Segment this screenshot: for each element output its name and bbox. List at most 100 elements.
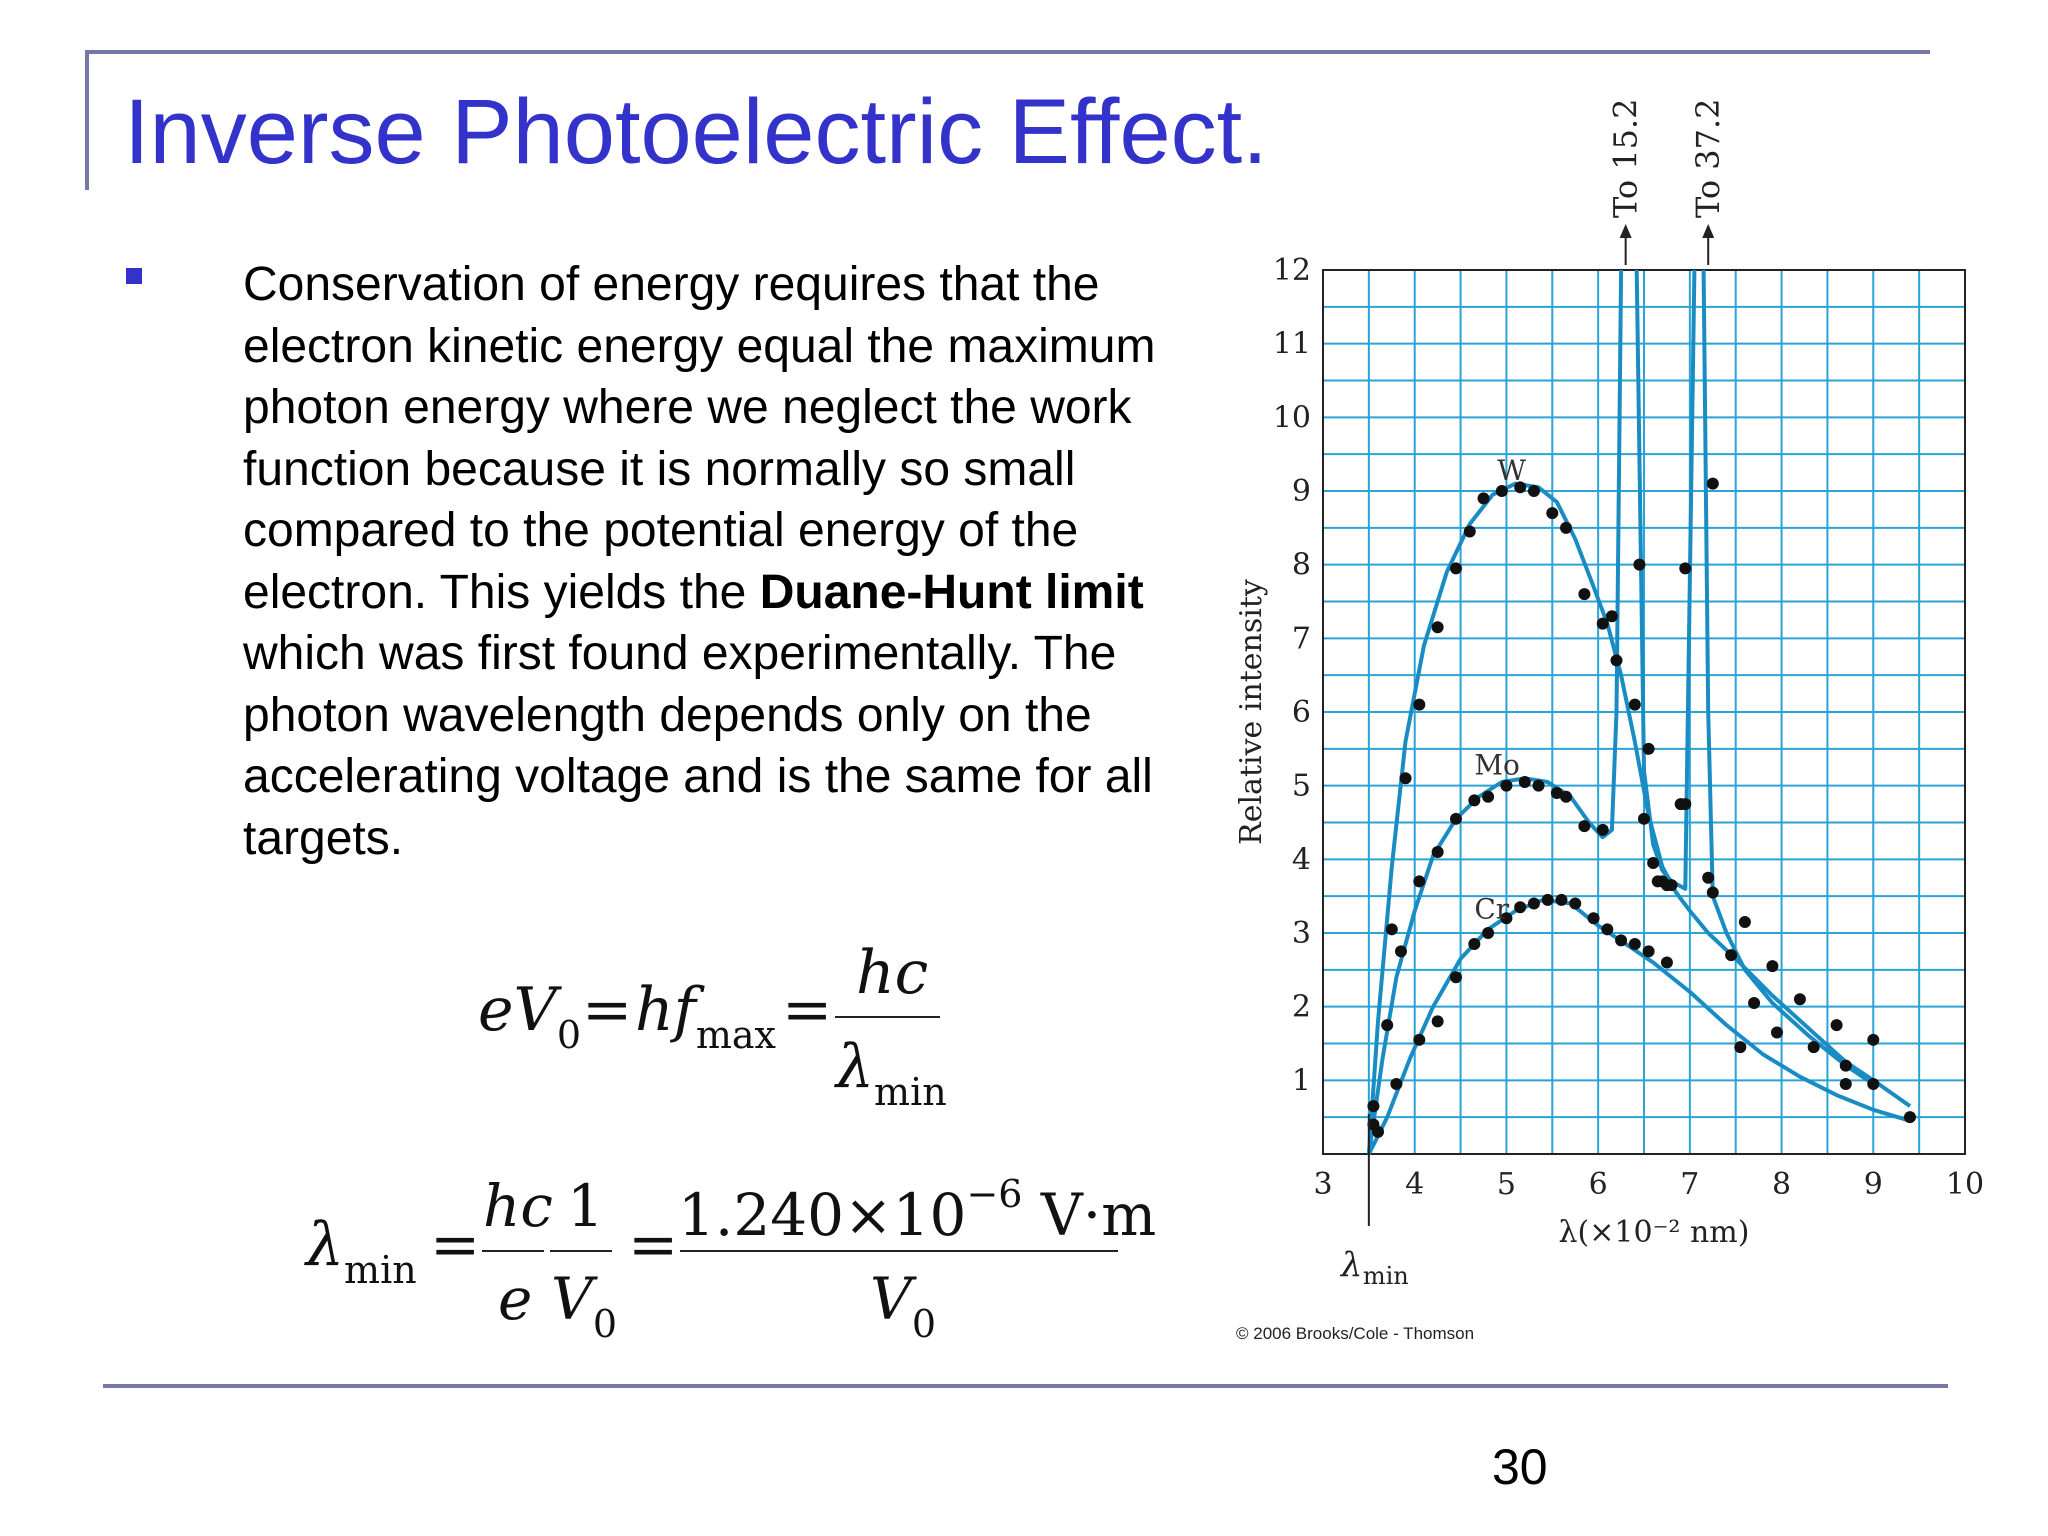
data-point-w bbox=[1431, 621, 1444, 634]
curve-mo bbox=[1634, 269, 1697, 891]
eq2-lhs: λmin bbox=[306, 1210, 417, 1292]
data-point-mo bbox=[1381, 1019, 1394, 1032]
data-point-mo bbox=[1807, 1041, 1820, 1054]
data-point-w bbox=[1413, 698, 1426, 711]
data-point-mo bbox=[1578, 820, 1591, 833]
data-point-cr bbox=[1431, 1015, 1444, 1028]
data-point-w bbox=[1605, 610, 1618, 623]
chart-labels: λ(×10⁻² nm) Relative intensity W Mo Cr To 15.… bbox=[1234, 98, 1749, 1290]
data-point-mo bbox=[1679, 562, 1692, 575]
data-point-w bbox=[1399, 772, 1412, 785]
eq2-f3-bar bbox=[680, 1250, 1118, 1252]
y-tick-label: 6 bbox=[1292, 695, 1311, 730]
annotation-to-37: To 37.2 bbox=[1689, 98, 1727, 218]
x-tick-label: 7 bbox=[1680, 1167, 1699, 1202]
eq2-f3-denominator: V0 bbox=[870, 1265, 937, 1346]
eq2-f1-numerator: hc bbox=[483, 1172, 553, 1240]
chart-plot-frame bbox=[1322, 269, 1966, 1155]
data-point-mo bbox=[1550, 787, 1563, 800]
data-point-w bbox=[1463, 525, 1476, 538]
eq1-fraction-bar bbox=[835, 1016, 940, 1018]
data-point-cr bbox=[1527, 897, 1540, 910]
data-point-w bbox=[1527, 485, 1540, 497]
data-point-mo bbox=[1482, 790, 1495, 803]
series-label-cr: Cr bbox=[1474, 892, 1509, 925]
data-point-cr bbox=[1734, 1041, 1747, 1054]
data-point-mo bbox=[1665, 879, 1678, 892]
data-point-mo bbox=[1633, 558, 1646, 571]
body-text-part1: Conservation of energy requires that the… bbox=[243, 258, 1156, 619]
x-tick-label: 4 bbox=[1405, 1167, 1424, 1202]
data-point-cr bbox=[1541, 893, 1554, 906]
data-point-cr bbox=[1615, 934, 1628, 947]
eq2-f2-denominator: V0 bbox=[551, 1265, 618, 1346]
curve-mo bbox=[1701, 269, 1875, 1086]
y-axis-label: Relative intensity bbox=[1234, 579, 1269, 845]
eq2-equals-b: = bbox=[628, 1210, 679, 1280]
bullet-square-icon bbox=[126, 268, 142, 284]
slide-title: Inverse Photoelectric Effect. bbox=[124, 81, 1268, 183]
data-point-mo bbox=[1413, 875, 1426, 888]
eq2-equals-a: = bbox=[430, 1210, 481, 1280]
data-point-w bbox=[1793, 993, 1806, 1006]
x-tick-label: 5 bbox=[1497, 1167, 1516, 1202]
data-point-mo bbox=[1770, 1026, 1783, 1039]
arrow-up-icon bbox=[1702, 224, 1715, 238]
data-point-mo bbox=[1748, 996, 1761, 1009]
data-point-w bbox=[1578, 588, 1591, 601]
x-tick-label: 10 bbox=[1946, 1167, 1984, 1202]
data-point-w bbox=[1702, 871, 1715, 884]
eq1-equals-a: = bbox=[582, 975, 633, 1045]
eq2-f1-bar bbox=[482, 1250, 544, 1252]
data-point-mo bbox=[1449, 812, 1462, 825]
data-point-w bbox=[1830, 1019, 1843, 1032]
body-text-bold: Duane-Hunt limit bbox=[759, 565, 1144, 619]
eq1-equals-b: = bbox=[782, 975, 833, 1045]
x-tick-label: 3 bbox=[1313, 1167, 1332, 1202]
data-point-w bbox=[1596, 617, 1609, 630]
data-point-w bbox=[1546, 507, 1559, 520]
y-tick-label: 7 bbox=[1292, 621, 1311, 656]
series-label-mo: Mo bbox=[1474, 749, 1520, 782]
annotation-to-15: To 15.2 bbox=[1607, 98, 1645, 218]
top-rule bbox=[85, 50, 1930, 54]
left-rule bbox=[85, 50, 89, 190]
data-point-mo bbox=[1867, 1078, 1880, 1091]
eq2-f3-numerator: 1.240×10−6 V·m bbox=[678, 1172, 1157, 1249]
data-point-mo bbox=[1394, 945, 1407, 958]
data-point-w bbox=[1560, 521, 1573, 534]
data-point-mo bbox=[1638, 812, 1650, 825]
page-number: 30 bbox=[1492, 1439, 1548, 1495]
lambda-min-label: λ bbox=[1339, 1245, 1363, 1285]
data-point-w bbox=[1867, 1033, 1880, 1046]
data-point-mo bbox=[1679, 798, 1692, 811]
curve-cr bbox=[1367, 897, 1911, 1155]
data-point-w bbox=[1449, 562, 1462, 575]
chart-points bbox=[1367, 477, 1916, 1138]
y-tick-label: 4 bbox=[1292, 842, 1311, 877]
y-tick-label: 10 bbox=[1273, 400, 1311, 435]
data-point-w bbox=[1766, 960, 1779, 973]
data-point-mo bbox=[1725, 949, 1738, 962]
data-point-w bbox=[1706, 477, 1719, 490]
eq2-f1-denominator: e bbox=[498, 1265, 533, 1333]
y-tick-label: 11 bbox=[1273, 327, 1311, 362]
eq1-denominator: λmin bbox=[836, 1032, 947, 1114]
body-text-part2: which was first found experimentally. Th… bbox=[243, 627, 1153, 865]
arrow-up-icon bbox=[1619, 224, 1632, 238]
data-point-w bbox=[1610, 654, 1623, 667]
data-point-w bbox=[1385, 923, 1398, 936]
data-point-mo bbox=[1656, 875, 1669, 888]
data-point-cr bbox=[1555, 893, 1568, 906]
data-point-cr bbox=[1628, 938, 1641, 951]
data-point-w bbox=[1367, 1100, 1380, 1113]
data-point-cr bbox=[1601, 923, 1614, 936]
data-point-w bbox=[1628, 698, 1641, 711]
y-tick-label: 5 bbox=[1292, 769, 1311, 804]
data-point-mo bbox=[1468, 794, 1481, 807]
data-point-w bbox=[1495, 485, 1508, 497]
eq2-f2-bar bbox=[550, 1250, 612, 1252]
y-tick-label: 9 bbox=[1292, 474, 1311, 509]
